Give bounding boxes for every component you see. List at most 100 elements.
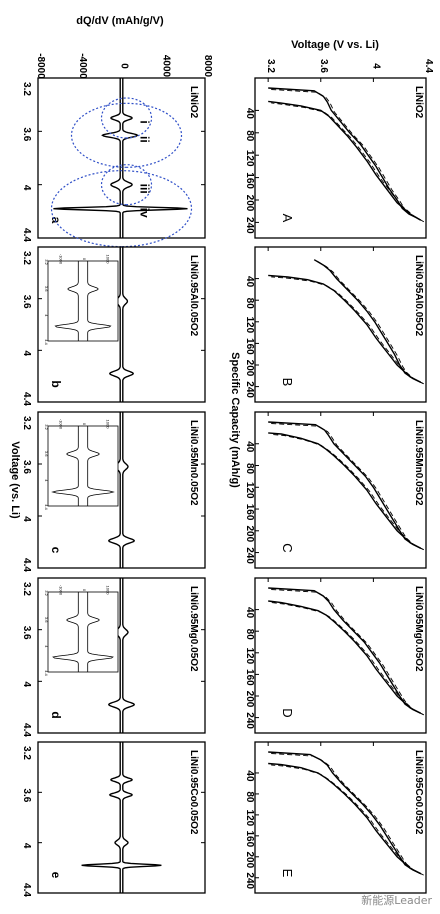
bottom-panel-material-label: LiNiO2 — [188, 86, 199, 119]
dqdv-tick-2: 0 — [119, 63, 130, 69]
voltage-tick-label: 4 — [21, 185, 32, 191]
inset-voltage-tick: 3.6 — [44, 617, 49, 623]
inset-voltage-tick: 3.6 — [44, 286, 49, 292]
capacity-tick-label: 160 — [244, 172, 255, 189]
top-panel-e: 40 80 120 160 200 240 LiNi0.95Co0.05O2 E — [244, 741, 427, 894]
inset-dqdv-tick: 1000 — [105, 255, 110, 265]
voltage-tick-label: 4 — [21, 516, 32, 522]
capacity-tick-label: 40 — [244, 276, 255, 288]
inset-voltage-tick: 4.4 — [44, 339, 49, 345]
top-panel-frame — [254, 741, 427, 894]
capacity-tick-label: 160 — [244, 338, 255, 355]
specific-capacity-axis-label: Specific Capacity (mAh/g) — [229, 352, 241, 488]
bottom-panel-letter: d — [49, 711, 63, 718]
capacity-tick-label: 200 — [244, 691, 255, 708]
top-panel-material-label: LiNiO2 — [413, 86, 424, 119]
bottom-panel-material-label: LiNi0.95Mg0.05O2 — [188, 586, 199, 672]
voltage-tick-label: 4.4 — [21, 392, 32, 406]
capacity-tick-label: 160 — [244, 669, 255, 686]
charge-discharge-curve-dashed-1 — [271, 276, 424, 385]
inset-voltage-tick: 3.2 — [44, 590, 49, 596]
charge-discharge-curve-dashed-0 — [271, 589, 424, 716]
dqdv-charge-curve — [122, 78, 188, 238]
top-panel-frame — [254, 246, 427, 403]
capacity-tick-label: 240 — [244, 712, 255, 729]
top-panel-frame — [254, 577, 427, 734]
voltage-tick-label: 3.2 — [21, 582, 32, 596]
charge-discharge-curve-0 — [313, 259, 422, 383]
top-panel-letter: A — [280, 214, 295, 223]
dqdv-tick-4: 8000 — [202, 55, 213, 78]
bottom-panel-letter: c — [49, 547, 63, 554]
dqdv-charge-curve — [122, 742, 162, 893]
top-voltage-tick-0: 3.2 — [265, 59, 276, 73]
inset-dqdv-tick: 0 — [82, 258, 87, 261]
charge-discharge-curve-dashed-0 — [316, 260, 424, 385]
inset-dqdv-tick: 1000 — [105, 420, 110, 430]
capacity-tick-label: 80 — [244, 629, 255, 641]
voltage-tick-label: 3.6 — [21, 788, 32, 802]
bottom-panel-letter: a — [49, 217, 63, 224]
top-panel-a: 40 80 120 160 200 240 LiNiO2 A — [244, 77, 427, 239]
dqdv-discharge-curve — [107, 578, 121, 733]
inset-dqdv-tick: 1000 — [105, 586, 110, 596]
peak-highlight-ellipse — [100, 164, 153, 206]
capacity-tick-label: 200 — [244, 195, 255, 212]
voltage-tick-label: 3.6 — [21, 295, 32, 309]
top-panel-frame — [254, 77, 427, 239]
inset-frame — [47, 425, 119, 507]
inset-charge-curve — [87, 426, 115, 506]
voltage-axis-label: Voltage (vs. Li) — [9, 441, 21, 519]
top-panel-letter: C — [280, 543, 295, 552]
bottom-panel-frame — [37, 77, 206, 239]
capacity-tick-label: 120 — [244, 482, 255, 499]
inset-charge-curve — [87, 592, 114, 672]
capacity-tick-label: 160 — [244, 830, 255, 847]
capacity-tick-label: 40 — [244, 770, 255, 782]
capacity-tick-label: 120 — [244, 150, 255, 167]
watermark: 新能源Leader — [361, 894, 432, 907]
bottom-panel-frame — [37, 411, 206, 569]
charge-discharge-curve-0 — [268, 87, 422, 221]
bottom-panel-frame — [37, 246, 206, 403]
peak-highlight-ellipse — [100, 97, 153, 139]
charge-discharge-curve-dashed-1 — [271, 764, 424, 876]
dqdv-tick-3: 4000 — [160, 55, 171, 78]
charge-discharge-curve-dashed-0 — [271, 423, 424, 551]
capacity-tick-label: 240 — [244, 217, 255, 234]
capacity-tick-label: 240 — [244, 547, 255, 564]
top-panel-letter: E — [280, 869, 295, 878]
voltage-tick-label: 4.4 — [21, 723, 32, 737]
inset-frame — [47, 591, 119, 673]
inset-discharge-curve — [51, 426, 79, 506]
inset-dqdv-tick: -1000 — [59, 254, 64, 265]
capacity-tick-label: 200 — [244, 851, 255, 868]
bottom-panel-b: 3.2 3.6 4 4.4 LiNi0.95Al0.05O2 b -1000 0 1000 3.2… — [21, 246, 206, 406]
charge-discharge-curve-dashed-1 — [271, 433, 424, 551]
peak-label-iii: iii — [137, 184, 151, 194]
charge-discharge-curve-dashed-1 — [271, 602, 424, 716]
dqdv-charge-curve — [122, 247, 135, 402]
top-panel-letter: B — [280, 378, 295, 387]
capacity-tick-label: 120 — [244, 316, 255, 333]
top-panel-material-label: LiNi0.95Mn0.05O2 — [413, 420, 424, 506]
peak-highlight-ellipse — [70, 102, 183, 168]
inset-plot: -1000 0 1000 3.2 3.6 4 4.4 — [44, 585, 119, 677]
voltage-tick-label: 4.4 — [21, 558, 32, 572]
capacity-tick-label: 160 — [244, 504, 255, 521]
top-voltage-tick-3: 4.4 — [423, 59, 434, 73]
bottom-panel-c: 3.2 3.6 4 4.4 LiNi0.95Mn0.05O2 c -1000 0 1000 3.2… — [21, 411, 206, 572]
capacity-tick-label: 80 — [244, 130, 255, 142]
capacity-tick-label: 40 — [244, 108, 255, 120]
charge-discharge-curve-1 — [268, 100, 422, 221]
voltage-tick-label: 3.2 — [21, 746, 32, 760]
charge-discharge-curve-1 — [268, 600, 422, 714]
dqdv-tick-1: -4000 — [77, 53, 88, 79]
voltage-tick-label: 4.4 — [21, 883, 32, 897]
capacity-tick-label: 40 — [244, 441, 255, 453]
inset-voltage-tick: 4.4 — [44, 670, 49, 676]
inset-dqdv-tick: 0 — [82, 423, 87, 426]
top-panel-b: 40 80 120 160 200 240 LiNi0.95Al0.05O2 B — [244, 246, 427, 403]
inset-voltage-tick: 3.2 — [44, 424, 49, 430]
